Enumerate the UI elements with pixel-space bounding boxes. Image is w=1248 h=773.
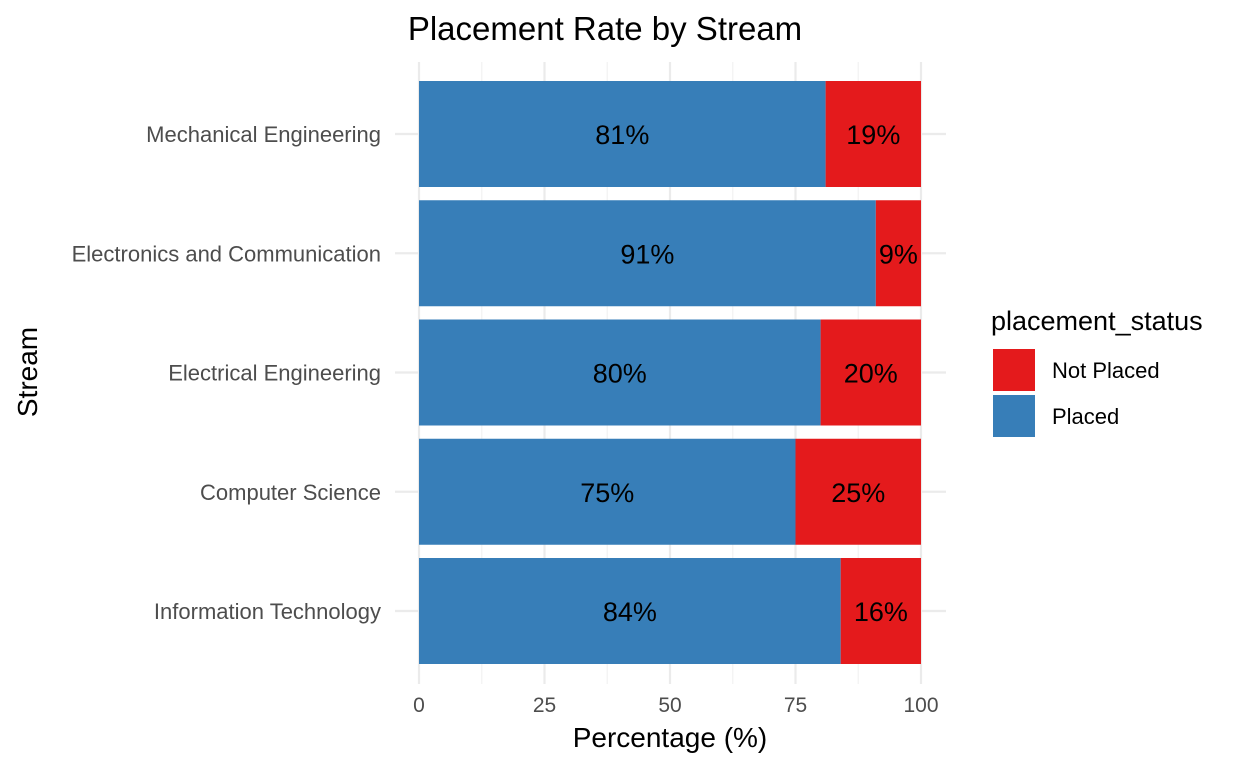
legend-label: Placed xyxy=(1052,404,1119,429)
data-label: 19% xyxy=(846,120,900,150)
data-label: 81% xyxy=(595,120,649,150)
data-labels-layer: 81% 19% 91% 9% 80% 20% 75% 25% 84% 16% xyxy=(580,120,918,627)
y-tick-label: Electrical Engineering xyxy=(168,361,381,386)
legend-title: placement_status xyxy=(991,306,1203,336)
data-label: 84% xyxy=(603,597,657,627)
bar-not-placed xyxy=(820,319,921,426)
data-label: 20% xyxy=(844,359,898,389)
bar-placed xyxy=(419,558,841,664)
legend-key-placed xyxy=(993,395,1035,437)
legend-key-not-placed xyxy=(993,349,1035,391)
bar-not-placed xyxy=(795,438,921,545)
data-label: 16% xyxy=(854,597,908,627)
data-label: 9% xyxy=(879,239,918,269)
x-axis: 0 25 50 75 100 xyxy=(413,694,938,717)
bar-placed xyxy=(419,319,821,426)
x-tick-label: 100 xyxy=(903,694,938,717)
x-tick-label: 0 xyxy=(413,694,425,717)
chart-title: Placement Rate by Stream xyxy=(408,10,802,47)
legend: placement_status Not Placed Placed xyxy=(991,306,1203,437)
bar-not-placed xyxy=(825,81,921,187)
data-label: 75% xyxy=(580,478,634,508)
bar-not-placed xyxy=(875,200,921,307)
x-tick-label: 50 xyxy=(658,694,681,717)
bar-not-placed xyxy=(840,558,921,664)
legend-label: Not Placed xyxy=(1052,358,1160,383)
x-tick-label: 75 xyxy=(784,694,807,717)
y-tick-label: Computer Science xyxy=(200,480,381,505)
data-label: 91% xyxy=(620,239,674,269)
y-axis-title: Stream xyxy=(12,327,43,417)
bar-placed xyxy=(419,438,796,545)
data-label: 80% xyxy=(593,359,647,389)
x-axis-title: Percentage (%) xyxy=(573,722,768,753)
y-tick-label: Information Technology xyxy=(154,599,381,624)
bars-layer xyxy=(419,81,921,664)
y-axis: Mechanical Engineering Electronics and Co… xyxy=(72,122,381,624)
x-tick-label: 25 xyxy=(533,694,556,717)
y-tick-label: Electronics and Communication xyxy=(72,241,381,266)
bar-placed xyxy=(419,81,826,187)
y-tick-label: Mechanical Engineering xyxy=(146,122,381,147)
data-label: 25% xyxy=(831,478,885,508)
bar-placed xyxy=(419,200,876,307)
